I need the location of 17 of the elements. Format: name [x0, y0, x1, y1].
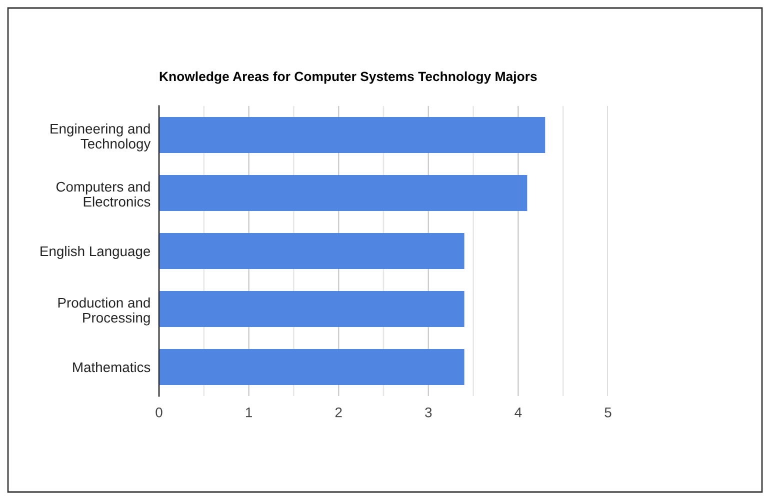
x-tick-label: 5	[604, 408, 612, 418]
y-tick-label: Mathematics	[73, 362, 150, 372]
x-tick-label: 0	[156, 407, 162, 418]
bar	[159, 349, 464, 385]
x-tick-label: 3	[425, 407, 432, 418]
chart-title: Knowledge Areas for Computer Systems Technology Majors	[160, 71, 537, 84]
bar	[159, 175, 528, 211]
x-tick-label: 4	[514, 408, 522, 418]
bar	[159, 117, 546, 153]
y-tick-label: Computers and Electronics	[56, 181, 150, 207]
x-tick-label: 2	[335, 407, 342, 418]
y-tick-label: Production and Processing	[58, 297, 150, 326]
bar	[159, 291, 464, 327]
x-tick-label: 1	[246, 408, 252, 418]
y-tick-label: Engineering and Technology	[50, 123, 151, 152]
bar	[159, 233, 464, 269]
y-tick-label: English Language	[40, 246, 150, 259]
